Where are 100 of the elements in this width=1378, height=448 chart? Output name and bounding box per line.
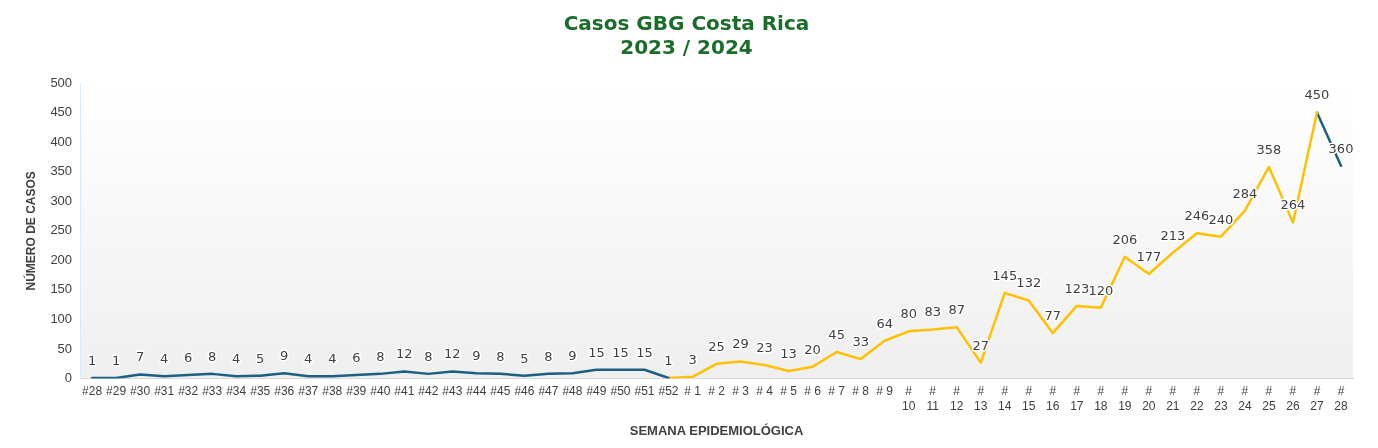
x-tick-label: # 20 bbox=[1142, 384, 1156, 413]
x-tick-label: # 25 bbox=[1262, 384, 1276, 413]
y-tick-label: 500 bbox=[50, 74, 73, 90]
data-label: 240 bbox=[1208, 211, 1234, 227]
y-tick-label: 50 bbox=[57, 340, 73, 356]
data-label: 177 bbox=[1136, 248, 1162, 264]
data-label: 12 bbox=[396, 346, 413, 362]
y-tick-label: 0 bbox=[64, 370, 73, 386]
x-tick-label: # 8 bbox=[852, 384, 870, 399]
data-label: 1 bbox=[87, 352, 97, 368]
data-label: 25 bbox=[708, 338, 725, 354]
x-tick-label: #33 bbox=[202, 384, 223, 399]
data-label: 123 bbox=[1064, 280, 1090, 296]
x-tick-label: # 6 bbox=[804, 384, 822, 399]
y-tick-label: 350 bbox=[50, 163, 73, 179]
x-tick-label: # 18 bbox=[1094, 384, 1108, 413]
data-label: 33 bbox=[852, 333, 869, 349]
data-label: 6 bbox=[184, 349, 193, 365]
data-label: 213 bbox=[1160, 227, 1186, 243]
x-tick-label: #45 bbox=[490, 384, 511, 399]
x-tick-label: # 26 bbox=[1286, 384, 1300, 413]
data-label: 1 bbox=[664, 352, 673, 368]
text: Casos GBG Costa Rica bbox=[563, 11, 810, 36]
x-tick-label: #46 bbox=[514, 384, 535, 399]
x-tick-label: # 23 bbox=[1214, 384, 1228, 413]
data-label: 8 bbox=[376, 348, 385, 364]
x-tick-label: # 27 bbox=[1310, 384, 1324, 413]
x-tick-label: #30 bbox=[130, 384, 151, 399]
data-label: 4 bbox=[232, 351, 241, 367]
x-tick-label: # 22 bbox=[1190, 384, 1204, 413]
x-tick-label: #44 bbox=[466, 384, 487, 399]
data-label: 87 bbox=[948, 302, 965, 318]
data-label: 8 bbox=[496, 348, 505, 364]
x-tick-label: # 2 bbox=[708, 384, 726, 399]
y-tick-label: 100 bbox=[50, 311, 73, 327]
data-label: 9 bbox=[472, 348, 481, 364]
x-tick-label: #48 bbox=[562, 384, 583, 399]
data-label: 5 bbox=[256, 350, 265, 366]
x-tick-label: # 16 bbox=[1046, 384, 1060, 413]
data-label: 8 bbox=[208, 348, 217, 364]
x-tick-label: # 19 bbox=[1118, 384, 1132, 413]
x-tick-label: # 15 bbox=[1022, 384, 1036, 413]
x-tick-label: #29 bbox=[106, 384, 127, 399]
data-label: 4 bbox=[160, 351, 169, 367]
data-label: 206 bbox=[1112, 231, 1138, 247]
data-label: 15 bbox=[612, 344, 629, 360]
data-label: 3 bbox=[688, 351, 697, 367]
x-tick-label: #47 bbox=[538, 384, 559, 399]
x-tick-label: # 9 bbox=[876, 384, 894, 399]
x-tick-label: # 11 bbox=[926, 384, 940, 413]
x-tick-label: #51 bbox=[634, 384, 655, 399]
x-tick-label: #42 bbox=[418, 384, 439, 399]
data-label: 15 bbox=[588, 344, 605, 360]
x-tick-label: #50 bbox=[610, 384, 631, 399]
data-label: 450 bbox=[1304, 87, 1330, 103]
data-label: 358 bbox=[1256, 141, 1282, 157]
x-axis-title: SEMANA EPIDEMIOLÓGICA bbox=[629, 422, 804, 438]
x-tick-label: # 21 bbox=[1166, 384, 1180, 413]
y-axis-title: NÚMERO DE CASOS bbox=[22, 171, 38, 291]
data-label: 132 bbox=[1016, 275, 1042, 291]
x-tick-label: # 14 bbox=[998, 384, 1012, 413]
x-tick-label: # 12 bbox=[950, 384, 964, 413]
data-label: 1 bbox=[111, 352, 121, 368]
data-label: 8 bbox=[544, 348, 553, 364]
x-tick-label: #38 bbox=[322, 384, 343, 399]
x-tick-label: #43 bbox=[442, 384, 463, 399]
x-tick-label: # 28 bbox=[1334, 384, 1348, 413]
data-label: 12 bbox=[444, 346, 461, 362]
data-label: 29 bbox=[732, 336, 749, 352]
data-label: 6 bbox=[352, 349, 361, 365]
x-tick-label: #37 bbox=[298, 384, 319, 399]
x-tick-label: #36 bbox=[274, 384, 295, 399]
data-label: 77 bbox=[1044, 307, 1062, 323]
x-tick-label: #40 bbox=[370, 384, 391, 399]
data-label: 7 bbox=[135, 349, 145, 365]
x-tick-label: # 24 bbox=[1238, 384, 1252, 413]
data-label: 9 bbox=[568, 348, 577, 364]
data-label: 4 bbox=[328, 351, 337, 367]
x-tick-label: # 3 bbox=[732, 384, 750, 399]
data-label: 80 bbox=[900, 306, 917, 322]
x-tick-label: # 7 bbox=[828, 384, 846, 399]
x-tick-label: # 17 bbox=[1070, 384, 1084, 413]
data-label: 246 bbox=[1184, 208, 1210, 224]
x-tick-label: # 4 bbox=[756, 384, 774, 399]
data-label: 145 bbox=[992, 267, 1018, 283]
y-tick-label: 400 bbox=[50, 133, 73, 149]
y-tick-label: 150 bbox=[50, 281, 73, 297]
data-label: 45 bbox=[828, 326, 845, 342]
data-label: 83 bbox=[924, 304, 941, 320]
y-tick-label: 200 bbox=[50, 251, 73, 267]
x-tick-label: #39 bbox=[346, 384, 367, 399]
data-label: 15 bbox=[636, 344, 653, 360]
x-tick-label: #41 bbox=[394, 384, 415, 399]
x-tick-label: # 10 bbox=[902, 384, 916, 413]
data-label: 64 bbox=[876, 315, 893, 331]
x-tick-label: #35 bbox=[250, 384, 271, 399]
data-label: 13 bbox=[780, 345, 797, 361]
x-tick-label: #52 bbox=[658, 384, 679, 399]
y-tick-label: 450 bbox=[50, 104, 73, 120]
x-tick-label: # 5 bbox=[780, 384, 798, 399]
